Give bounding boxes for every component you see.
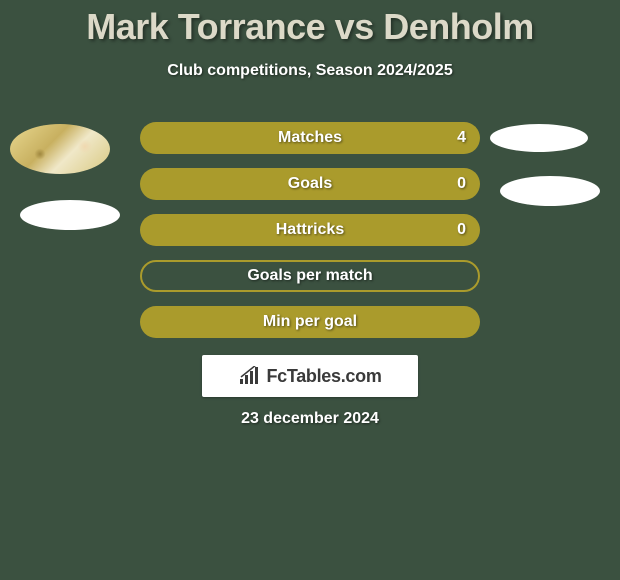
player-avatar-left (10, 124, 110, 174)
logo-box[interactable]: FcTables.com (202, 355, 418, 397)
stat-row-goals-per-match: Goals per match (140, 260, 480, 292)
stat-row-min-per-goal: Min per goal (140, 306, 480, 338)
stat-label: Goals per match (247, 267, 372, 285)
ellipse-placeholder-right-1 (490, 124, 588, 152)
page-title: Mark Torrance vs Denholm (0, 0, 620, 48)
subtitle: Club competitions, Season 2024/2025 (0, 62, 620, 80)
ellipse-placeholder-left (20, 200, 120, 230)
logo-text: FcTables.com (266, 366, 381, 387)
stat-row-goals: Goals 0 (140, 168, 480, 200)
stat-row-hattricks: Hattricks 0 (140, 214, 480, 246)
bar-chart-icon (238, 366, 262, 386)
stat-value: 0 (457, 175, 466, 193)
stat-label: Hattricks (276, 221, 344, 239)
stat-value: 4 (457, 129, 466, 147)
stat-label: Goals (288, 175, 332, 193)
date-text: 23 december 2024 (0, 410, 620, 428)
stats-container: Matches 4 Goals 0 Hattricks 0 Goals per … (140, 122, 480, 352)
stat-label: Min per goal (263, 313, 357, 331)
stat-label: Matches (278, 129, 342, 147)
stat-row-matches: Matches 4 (140, 122, 480, 154)
ellipse-placeholder-right-2 (500, 176, 600, 206)
stat-value: 0 (457, 221, 466, 239)
